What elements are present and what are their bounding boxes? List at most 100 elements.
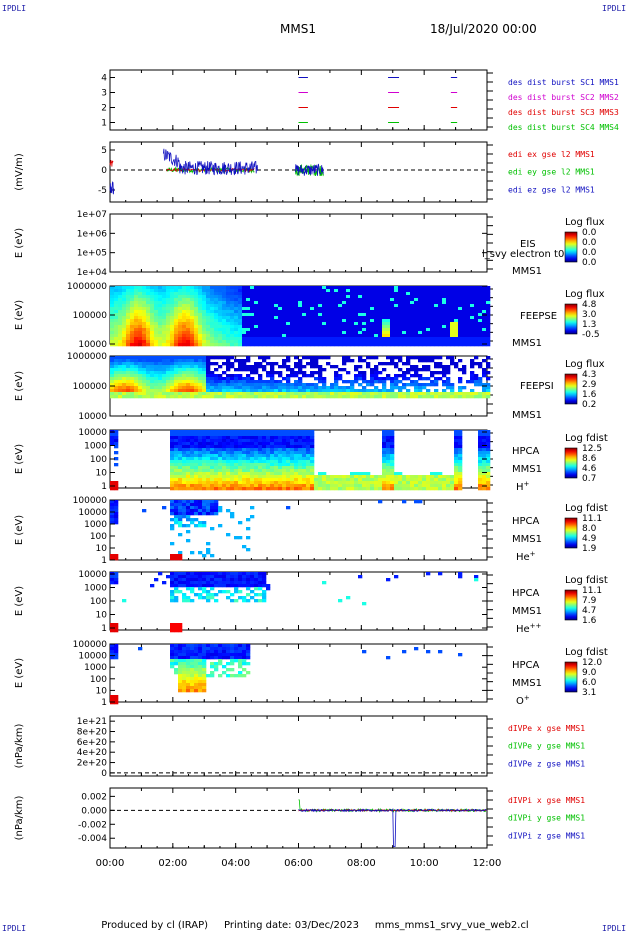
feepse-cell — [470, 298, 475, 302]
feepse-cell — [374, 298, 379, 302]
feepse-cell — [258, 313, 263, 317]
hpca-h-cell — [382, 487, 387, 491]
feepse-cell — [186, 313, 191, 317]
feepse-cell — [242, 334, 247, 338]
feepse-cell — [178, 295, 183, 299]
hpca-h-cell — [282, 481, 287, 485]
hpca-h-cell — [170, 460, 175, 464]
feepse-cell — [262, 301, 267, 305]
feepsi-cell — [286, 395, 291, 399]
feepsi-cell — [170, 392, 175, 396]
hpca-hepp-cell — [194, 575, 199, 579]
hpca-h-cell — [390, 439, 395, 443]
feepse-cell — [334, 328, 339, 332]
feepsi-cell — [130, 395, 135, 399]
hpca-hepp-cell — [198, 575, 203, 579]
hpca-h-cell — [206, 466, 211, 470]
feepsi-cell — [418, 356, 423, 360]
hpca-h-cell — [218, 469, 223, 473]
hpca-h-cell — [222, 448, 227, 452]
feepsi-cell — [454, 362, 459, 366]
feepsi-cell — [206, 368, 211, 372]
feepsi-cell — [262, 365, 267, 369]
hpca-h-cell — [250, 454, 255, 458]
feepsi-cell — [182, 377, 187, 381]
hpca-h-cell — [286, 451, 291, 455]
feepse-cell — [214, 310, 219, 314]
feepse-cell — [406, 304, 411, 308]
feepsi-cell — [470, 362, 475, 366]
feepse-cell — [258, 319, 263, 323]
feepsi-cell — [214, 392, 219, 396]
feepse-cell — [358, 301, 363, 305]
feepse-cell — [282, 328, 287, 332]
feepsi-cell — [414, 380, 419, 384]
hpca-h-cell — [430, 478, 435, 482]
hpca-h-cell — [302, 442, 307, 446]
hpca-h-cell — [190, 454, 195, 458]
feepsi-cell — [174, 368, 179, 372]
feepse-cell — [442, 334, 447, 338]
feepsi-cell — [134, 365, 139, 369]
feepse-cell — [286, 322, 291, 326]
feepse-cell — [478, 325, 483, 329]
legend-blue: des dist burst SC1 MMS1 — [508, 78, 619, 87]
feepse-cell — [438, 292, 443, 296]
feepse-cell — [294, 304, 299, 308]
feepsi-cell — [150, 368, 155, 372]
feepse-cell — [386, 289, 391, 293]
hpca-h-cell — [266, 487, 271, 491]
feepsi-cell — [182, 395, 187, 399]
feepsi-cell — [258, 380, 263, 384]
hpca-h-cell — [418, 481, 423, 485]
hpca-h-cell — [270, 466, 275, 470]
hpca-h-cell — [230, 451, 235, 455]
hpca-h-cell — [394, 484, 399, 488]
feepse-cell — [362, 298, 367, 302]
feepse-cell — [486, 304, 491, 308]
feepsi-cell — [194, 392, 199, 396]
feepsi-cell — [206, 362, 211, 366]
feepsi-cell — [242, 386, 247, 390]
hpca-h-cell — [286, 466, 291, 470]
feepsi-cell — [158, 356, 163, 360]
hpca-h-cell — [282, 433, 287, 437]
feepse-cell — [406, 340, 411, 344]
feepse-cell — [378, 322, 383, 326]
hpca-he-cell — [210, 503, 215, 507]
feepse-cell — [478, 310, 483, 314]
feepse-cell — [350, 295, 355, 299]
hpca-h-cell — [358, 481, 363, 485]
hpca-h-cell — [238, 487, 243, 491]
feepse-cell — [410, 307, 415, 311]
feepsi-cell — [194, 371, 199, 375]
hpca-h-cell — [266, 481, 271, 485]
feepse-cell — [178, 316, 183, 320]
feepsi-cell — [434, 377, 439, 381]
feepsi-cell — [450, 356, 455, 360]
feepsi-cell — [246, 386, 251, 390]
feepse-cell — [330, 286, 335, 290]
feepse-cell — [470, 310, 475, 314]
feepsi-cell — [190, 392, 195, 396]
edi-ez-trace — [163, 148, 259, 176]
feepsi-cell — [326, 395, 331, 399]
hpca-h-cell — [210, 457, 215, 461]
feepsi-cell — [302, 389, 307, 393]
feepse-cell — [294, 331, 299, 335]
hpca-h-cell — [114, 436, 119, 440]
hpca-he-cell — [210, 554, 215, 558]
feepsi-cell — [298, 395, 303, 399]
feepsi-cell — [398, 392, 403, 396]
feepsi-cell — [166, 389, 171, 393]
feepse-cell — [362, 313, 367, 317]
feepse-cell — [238, 340, 243, 344]
hpca-hepp-cell — [202, 581, 207, 585]
feepsi-cell — [334, 371, 339, 375]
hpca-he-cell — [170, 518, 175, 522]
feepse-cell — [214, 292, 219, 296]
hpca-h-cell — [386, 463, 391, 467]
feepse-cell — [170, 340, 175, 344]
feepsi-cell — [110, 365, 115, 369]
hpca-h-cell — [382, 472, 387, 476]
